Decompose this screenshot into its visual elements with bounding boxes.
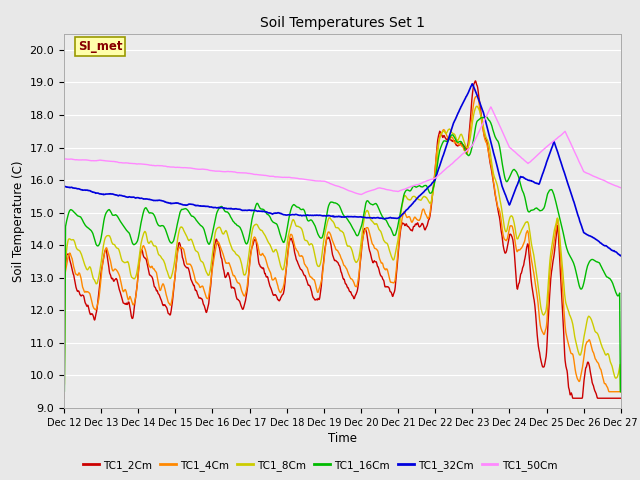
TC1_8Cm: [170, 261, 178, 266]
TC1_50Cm: [170, 165, 178, 170]
TC1_16Cm: [429, 187, 436, 193]
Text: SI_met: SI_met: [78, 40, 122, 53]
TC1_2Cm: [617, 396, 625, 401]
TC1_8Cm: [246, 242, 254, 248]
TC1_50Cm: [357, 192, 365, 197]
TC1_50Cm: [429, 176, 437, 182]
TC1_8Cm: [502, 229, 509, 235]
TC1_32Cm: [551, 142, 559, 147]
TC1_16Cm: [617, 389, 625, 395]
TC1_4Cm: [502, 237, 509, 243]
TC1_50Cm: [617, 185, 625, 191]
TC1_2Cm: [60, 396, 68, 401]
TC1_2Cm: [170, 281, 178, 287]
TC1_8Cm: [60, 389, 68, 395]
TC1_2Cm: [429, 190, 436, 196]
TC1_32Cm: [502, 193, 509, 199]
TC1_2Cm: [246, 255, 254, 261]
TC1_4Cm: [60, 389, 68, 395]
TC1_50Cm: [246, 171, 254, 177]
TC1_8Cm: [617, 389, 625, 395]
TC1_16Cm: [551, 196, 559, 202]
TC1_8Cm: [184, 236, 191, 242]
TC1_4Cm: [472, 94, 480, 99]
TC1_32Cm: [170, 200, 178, 206]
Title: Soil Temperatures Set 1: Soil Temperatures Set 1: [260, 16, 425, 30]
TC1_4Cm: [617, 389, 625, 395]
TC1_2Cm: [551, 244, 559, 250]
Line: TC1_2Cm: TC1_2Cm: [64, 81, 621, 398]
Line: TC1_50Cm: TC1_50Cm: [64, 107, 621, 194]
TC1_2Cm: [472, 78, 479, 84]
TC1_50Cm: [502, 137, 510, 143]
TC1_32Cm: [184, 202, 191, 208]
TC1_16Cm: [184, 207, 191, 213]
TC1_50Cm: [487, 104, 495, 110]
TC1_4Cm: [184, 261, 191, 267]
TC1_50Cm: [552, 137, 559, 143]
TC1_2Cm: [502, 250, 509, 255]
Line: TC1_16Cm: TC1_16Cm: [64, 117, 621, 392]
Line: TC1_32Cm: TC1_32Cm: [64, 84, 621, 256]
TC1_16Cm: [482, 114, 490, 120]
TC1_4Cm: [429, 190, 436, 195]
TC1_8Cm: [551, 225, 559, 230]
TC1_16Cm: [170, 235, 178, 241]
TC1_32Cm: [617, 253, 625, 259]
Y-axis label: Soil Temperature (C): Soil Temperature (C): [12, 160, 26, 282]
Legend: TC1_2Cm, TC1_4Cm, TC1_8Cm, TC1_16Cm, TC1_32Cm, TC1_50Cm: TC1_2Cm, TC1_4Cm, TC1_8Cm, TC1_16Cm, TC1…: [79, 456, 561, 475]
Line: TC1_8Cm: TC1_8Cm: [64, 106, 621, 392]
TC1_32Cm: [468, 81, 476, 87]
TC1_50Cm: [184, 165, 191, 171]
TC1_8Cm: [473, 103, 481, 109]
TC1_50Cm: [60, 156, 68, 162]
TC1_32Cm: [246, 207, 254, 213]
TC1_16Cm: [60, 389, 68, 395]
TC1_4Cm: [551, 232, 559, 238]
TC1_32Cm: [60, 183, 68, 189]
TC1_4Cm: [246, 257, 254, 263]
TC1_2Cm: [184, 265, 191, 271]
TC1_4Cm: [170, 279, 178, 285]
X-axis label: Time: Time: [328, 432, 357, 445]
TC1_16Cm: [502, 178, 509, 183]
Line: TC1_4Cm: TC1_4Cm: [64, 96, 621, 392]
TC1_32Cm: [429, 180, 436, 185]
TC1_8Cm: [429, 191, 436, 197]
TC1_16Cm: [246, 228, 254, 234]
